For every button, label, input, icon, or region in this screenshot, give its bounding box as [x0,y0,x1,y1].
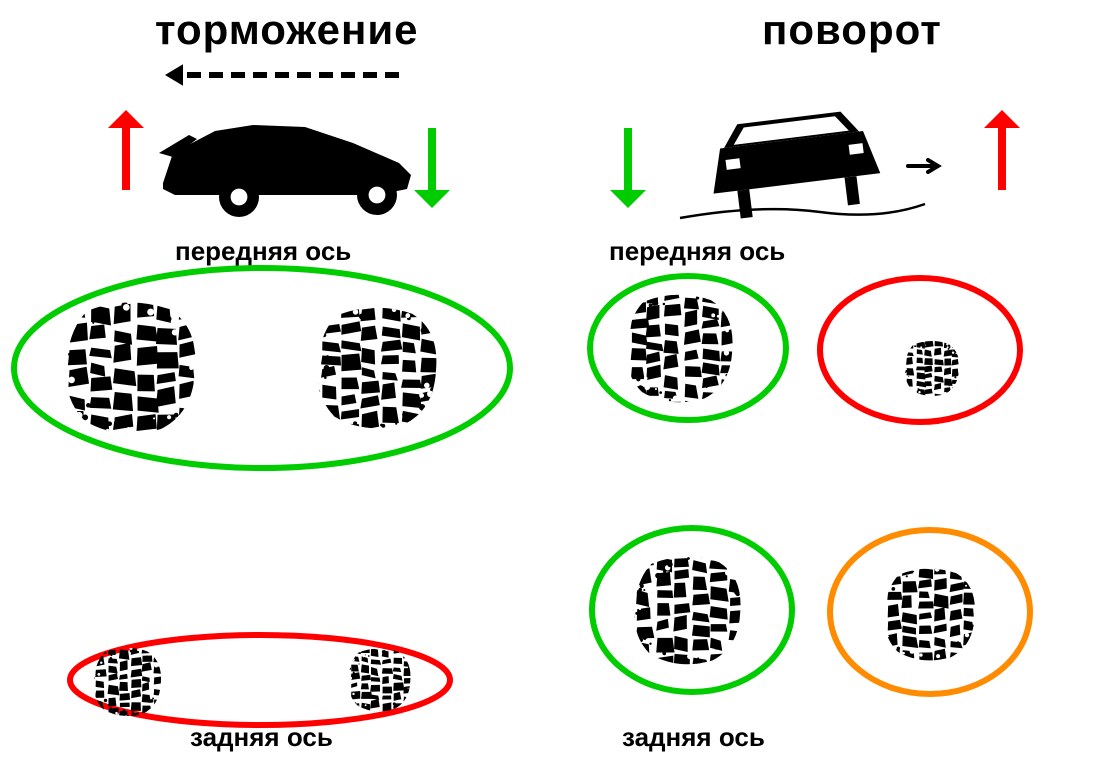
tire-print-tf2 [901,337,964,400]
tire-print-br2 [344,644,416,716]
tire-print-bf1 [57,293,207,443]
tire-print-tr2 [878,562,983,667]
tire-print-bf2 [309,299,447,437]
tire-print-tf1 [619,287,742,410]
tire-print-tr1 [627,549,750,672]
tire-print-br1 [89,643,167,721]
